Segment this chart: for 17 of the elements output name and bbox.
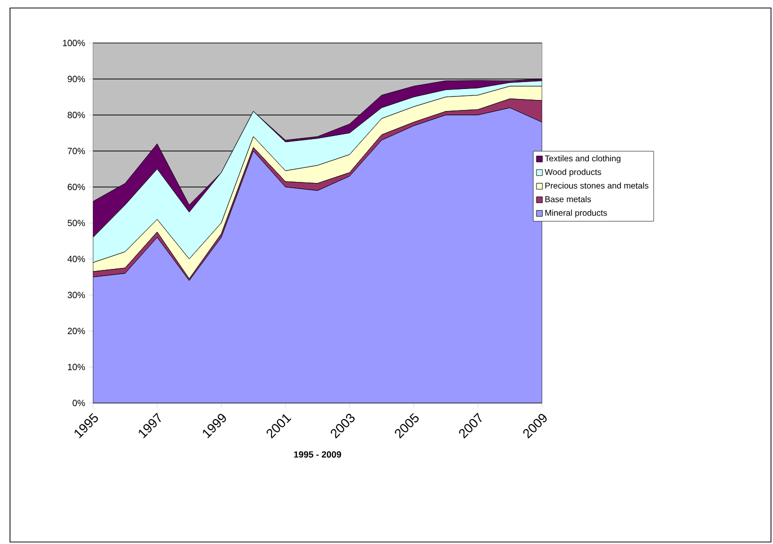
y-tick-label: 50% — [68, 220, 85, 226]
legend-label: Precious stones and metals — [545, 182, 648, 189]
y-tick-label: 100% — [63, 40, 85, 46]
legend-label: Wood products — [544, 168, 602, 177]
legend-label: Textiles and clothing — [544, 155, 620, 164]
y-tick-label: 90% — [68, 76, 85, 82]
y-tick-label: 60% — [68, 184, 85, 190]
y-tick-label: 70% — [68, 148, 85, 154]
y-tick-label: 0% — [72, 400, 85, 406]
x-axis-title: 1995 - 2009 — [294, 451, 342, 458]
y-tick-label: 40% — [68, 256, 85, 262]
y-tick-label: 10% — [68, 364, 85, 370]
y-tick-label: 20% — [68, 328, 85, 334]
legend-label: Base metals — [545, 196, 591, 202]
y-tick-label: 80% — [68, 112, 85, 118]
y-tick-label: 30% — [68, 292, 85, 298]
legend-label: Mineral products — [545, 210, 607, 218]
